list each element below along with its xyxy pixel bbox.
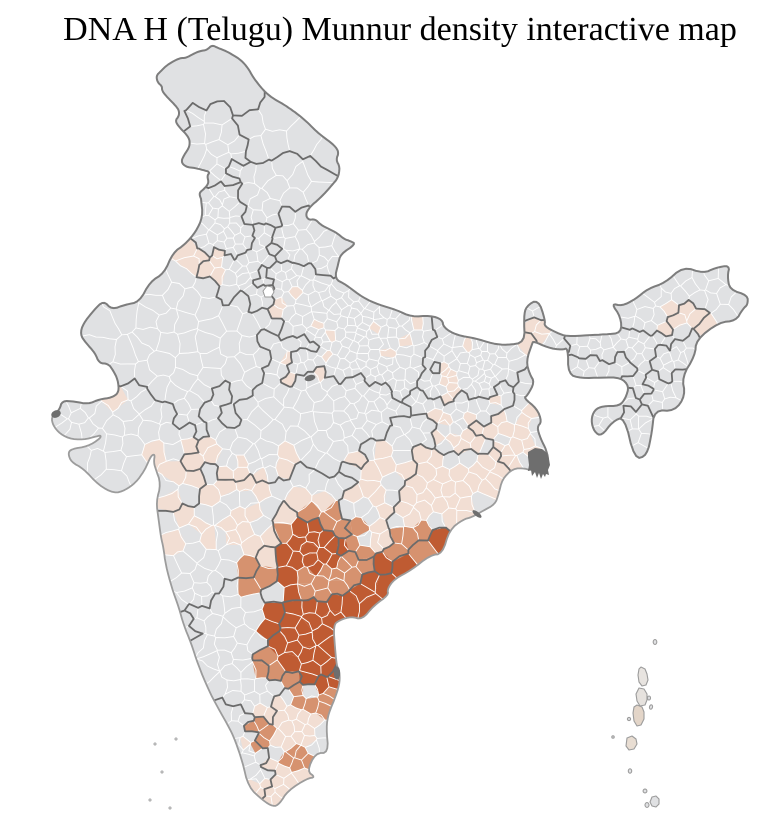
svg-text:DNA H (Telugu) Munnur density: DNA H (Telugu) Munnur density interactiv… — [63, 11, 737, 48]
